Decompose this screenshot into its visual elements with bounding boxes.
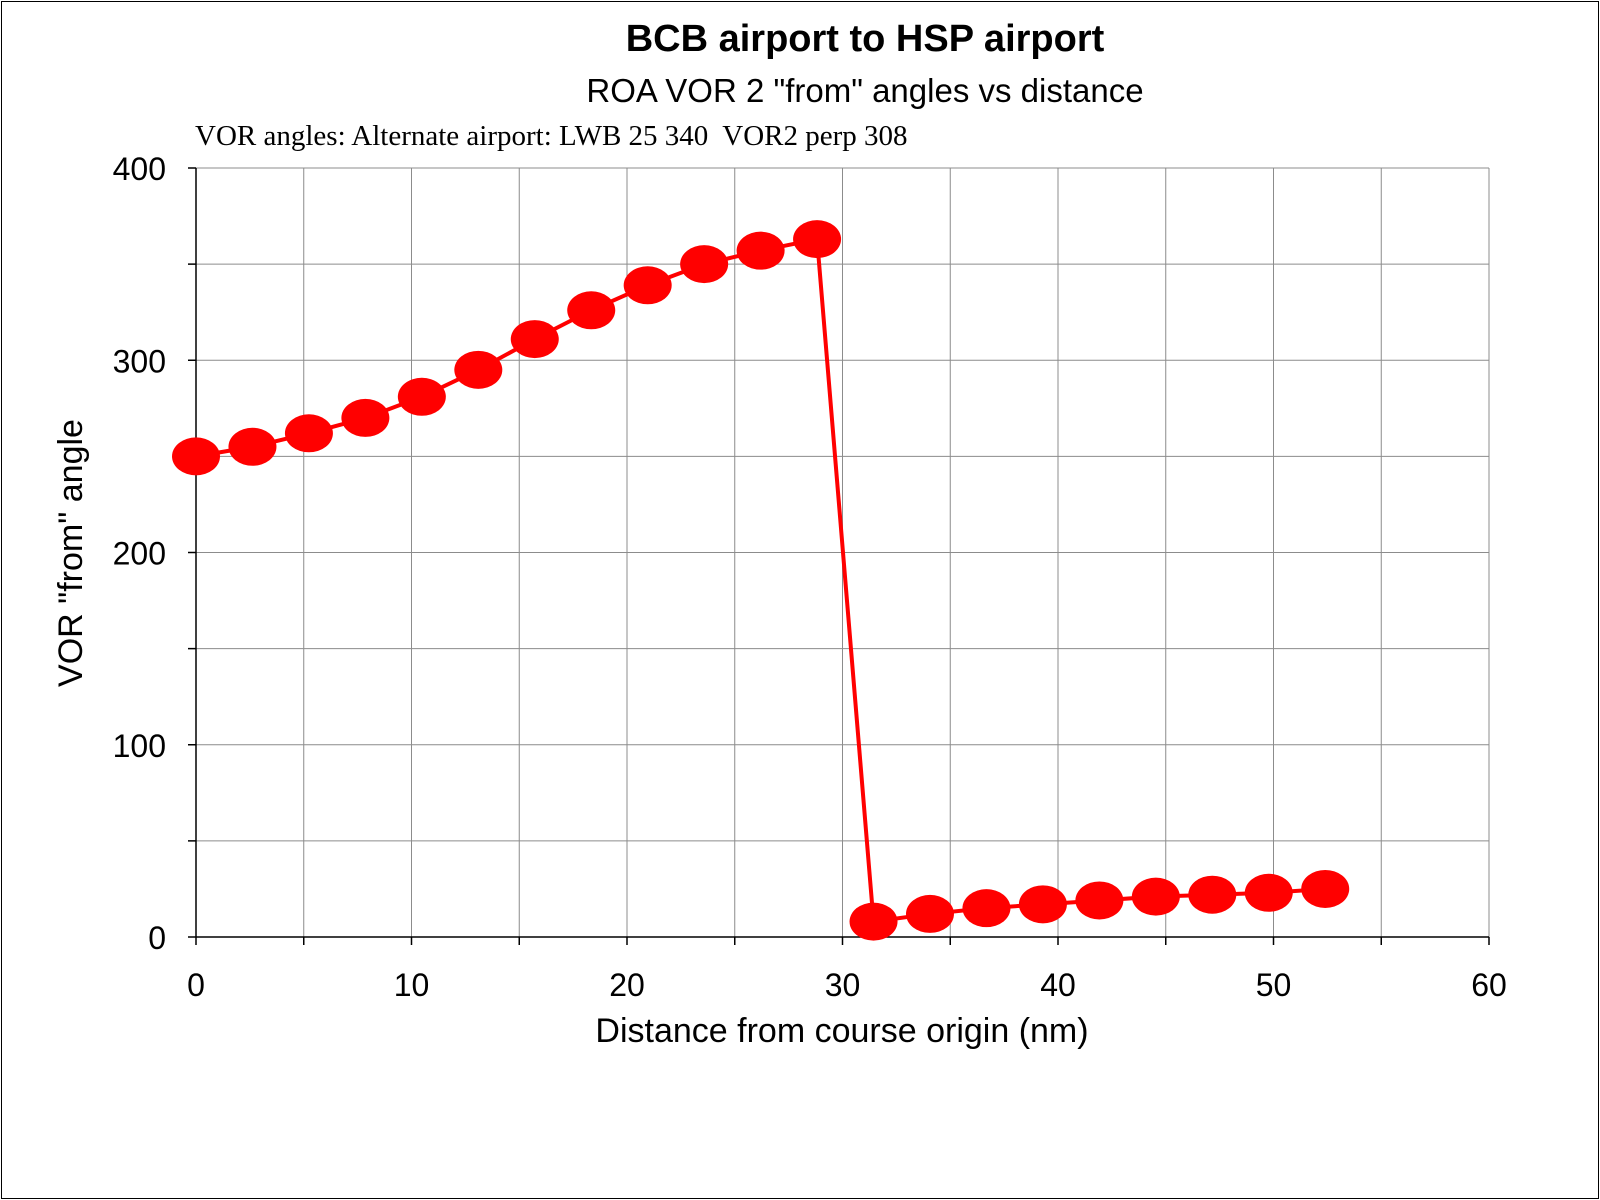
data-point — [397, 377, 446, 416]
chart-annotation: VOR angles: Alternate airport: LWB 25 34… — [195, 120, 908, 152]
data-point — [1244, 873, 1293, 912]
x-tick-label: 20 — [609, 967, 645, 1003]
y-tick-label: 100 — [113, 728, 166, 764]
chart-title: BCB airport to HSP airport — [625, 18, 1105, 60]
x-tick-label: 50 — [1256, 967, 1292, 1003]
x-tick-label: 60 — [1471, 967, 1507, 1003]
data-point — [454, 350, 503, 389]
grid — [196, 167, 1490, 937]
data-point — [510, 320, 559, 359]
data-point — [849, 902, 898, 941]
data-point — [793, 220, 842, 259]
data-point — [1075, 881, 1124, 920]
data-point — [1301, 869, 1350, 908]
data-point — [172, 437, 220, 476]
data-point — [905, 894, 954, 933]
series — [172, 220, 1350, 941]
x-tick-label: 30 — [825, 967, 861, 1003]
y-axis-label: VOR "from" angle — [52, 419, 90, 687]
chart-subtitle: ROA VOR 2 "from" angles vs distance — [586, 72, 1144, 109]
data-point — [623, 266, 672, 305]
data-point — [736, 231, 785, 270]
x-tick-label: 40 — [1040, 967, 1076, 1003]
data-point — [228, 427, 277, 466]
data-point — [1188, 875, 1237, 914]
data-point — [680, 245, 729, 284]
data-point — [284, 414, 333, 453]
series-line — [195, 236, 1326, 924]
x-tick-label: 0 — [187, 967, 205, 1003]
data-point — [1131, 877, 1180, 916]
y-tick-label: 0 — [148, 920, 166, 956]
axes — [188, 167, 1490, 945]
x-tick-label: 10 — [394, 967, 430, 1003]
x-axis-label: Distance from course origin (nm) — [595, 1012, 1088, 1050]
y-tick-label: 400 — [113, 151, 166, 187]
data-point — [1018, 885, 1067, 924]
tick-labels: 0 10 20 30 40 50 60 0 100 200 300 400 — [113, 151, 1507, 1003]
data-point — [567, 291, 616, 330]
y-tick-label: 200 — [113, 536, 166, 572]
data-point — [962, 889, 1011, 928]
y-tick-label: 300 — [113, 343, 166, 379]
data-point — [341, 398, 390, 437]
